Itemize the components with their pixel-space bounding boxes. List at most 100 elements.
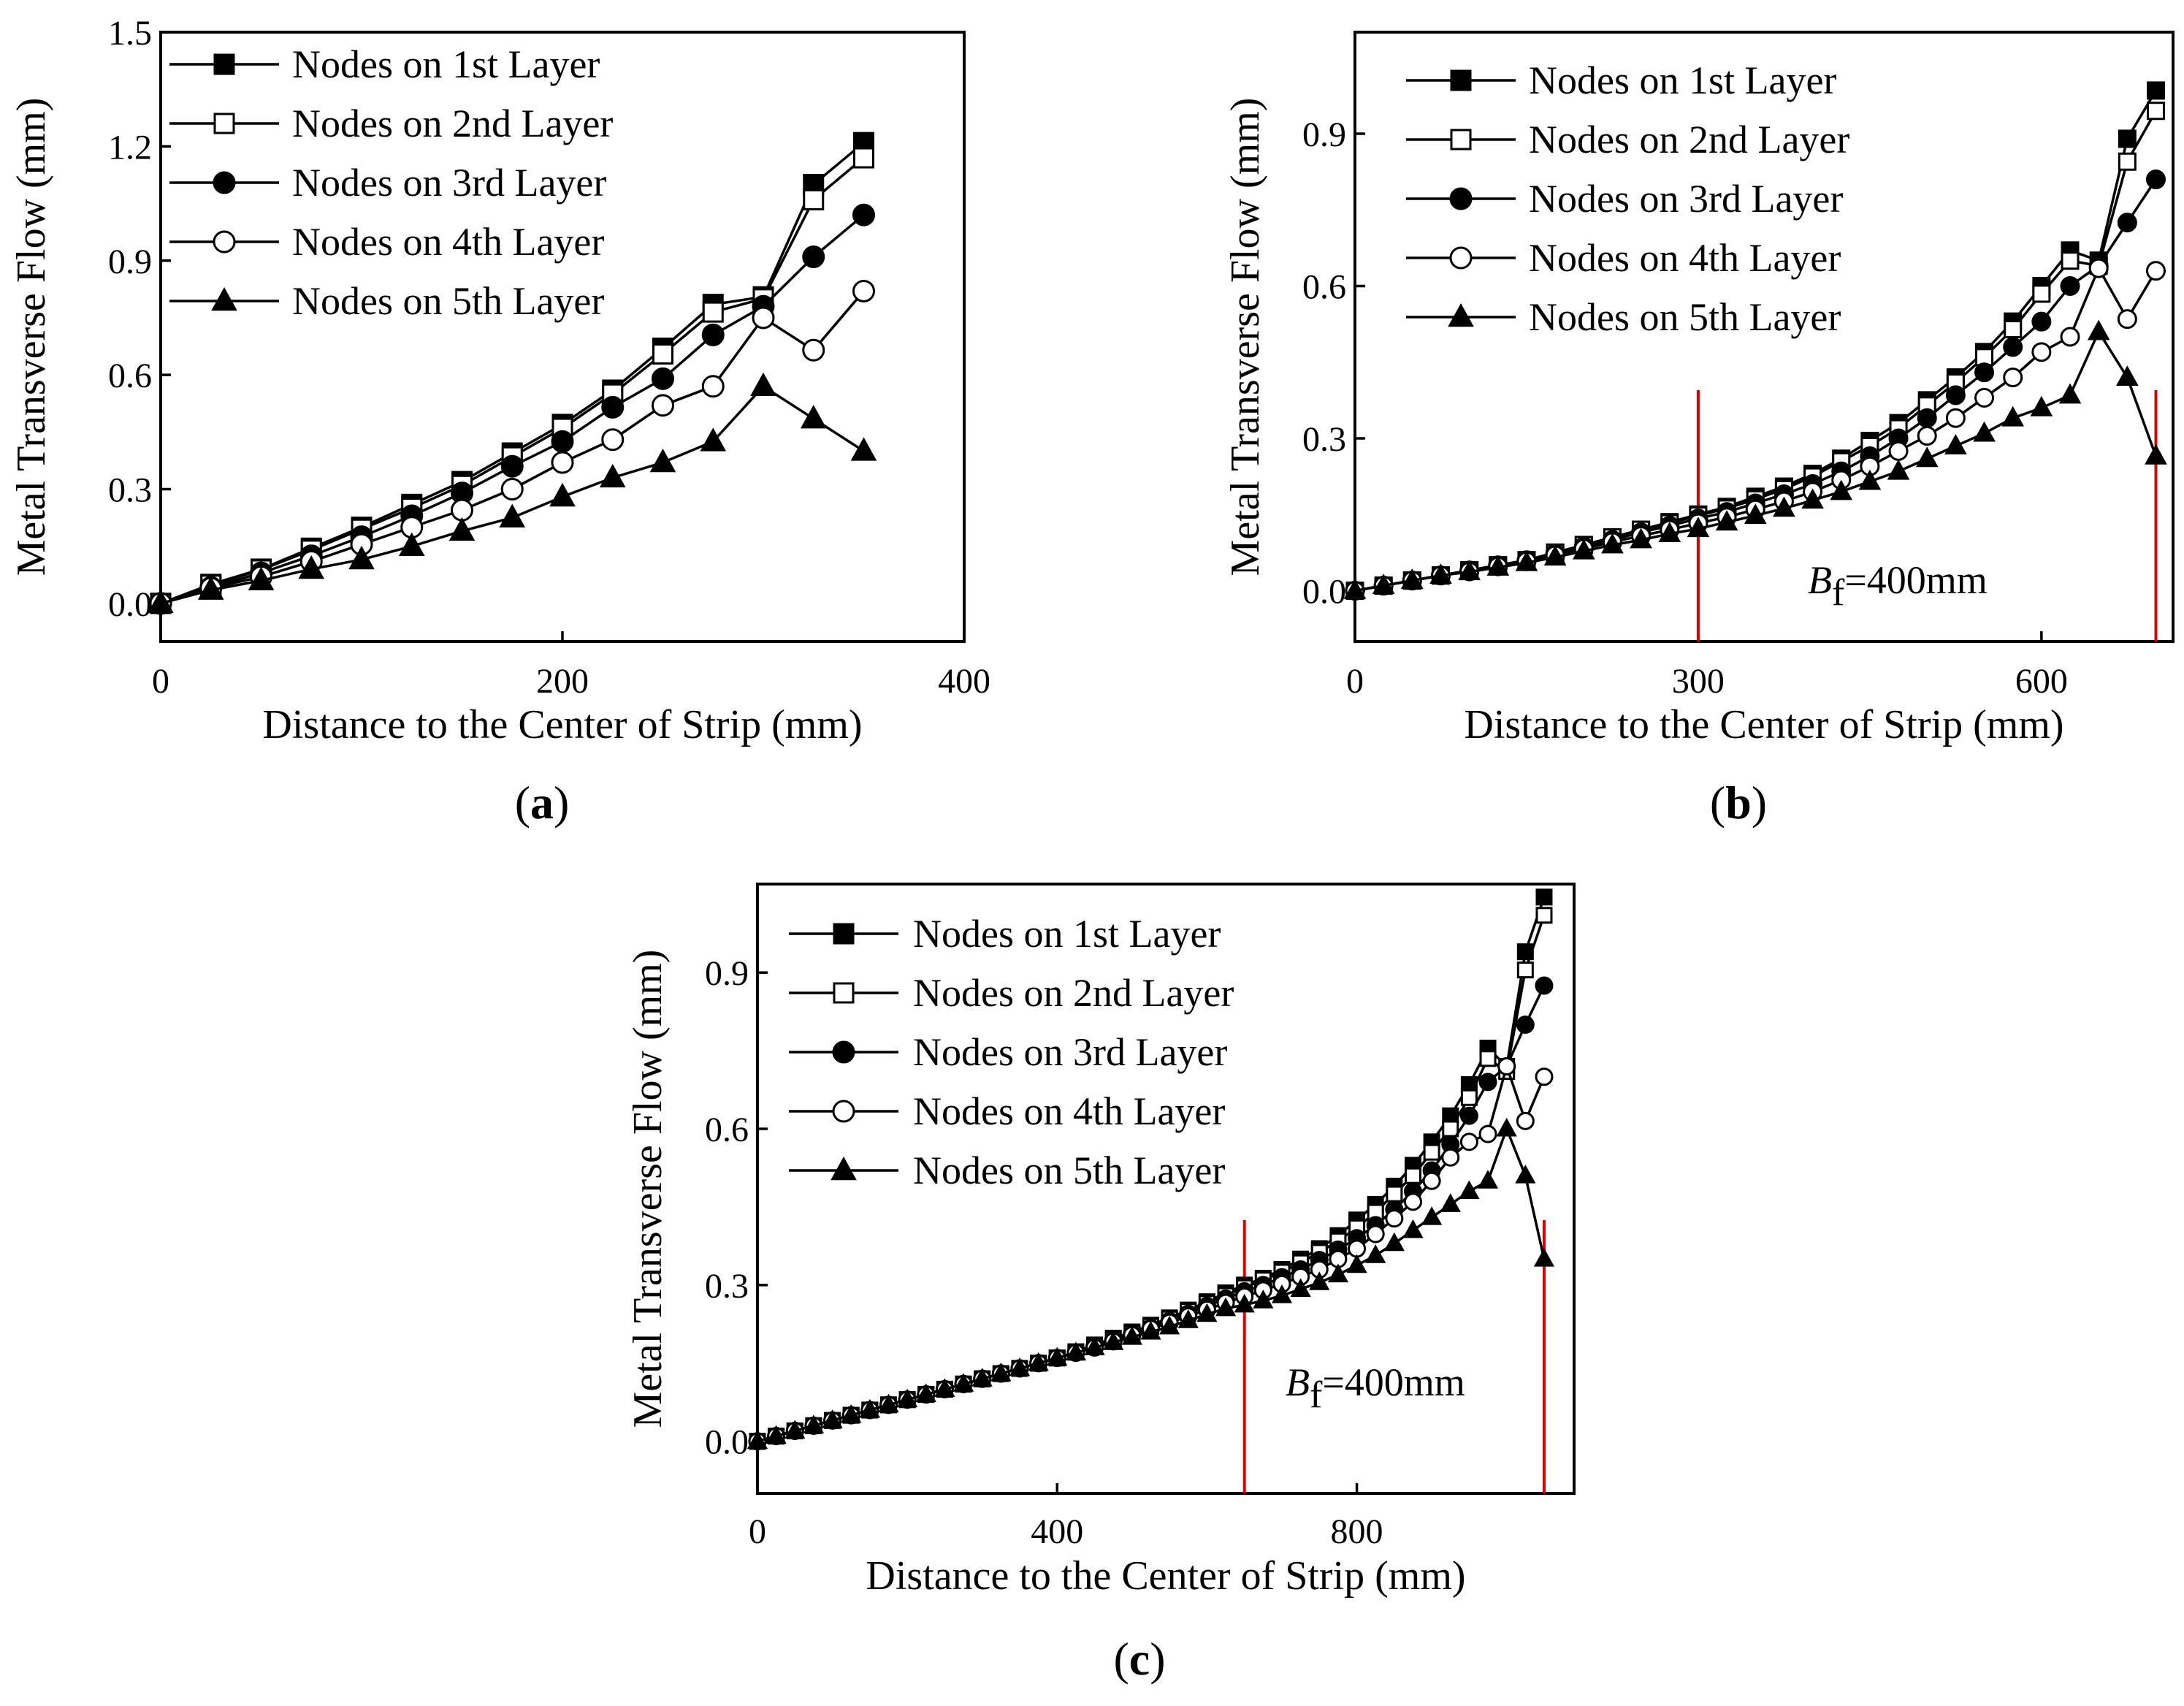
panel-a-y-tick-label: 0.0 [108,585,152,624]
panel-b-legend-item: Nodes on 5th Layer [1406,295,1841,339]
panel-b-data-point [2147,102,2166,121]
panel-c-data-point [1404,1167,1421,1184]
panel-a-data-point [803,189,825,210]
panel-a-series-line [160,141,865,605]
panel-b-legend-label: Nodes on 3rd Layer [1529,177,1843,221]
panel-b-axes-frame [1353,31,2175,643]
panel-b-data-point [1458,560,1481,581]
panel-a-data-point [852,203,875,226]
panel-b-data-point [2117,213,2137,233]
panel-c-legend-marker [833,923,855,945]
panel-b-data-point [1601,533,1624,554]
panel-a-y-tick-label: 0.9 [108,243,152,281]
panel-b-data-point [2031,342,2052,362]
panel-c-data-point [1196,1303,1218,1322]
panel-b-legend-item: Nodes on 3rd Layer [1406,177,1843,221]
panel-b-legend: Nodes on 1st Layer Nodes on 2nd Layer Node… [1406,58,1849,339]
panel-a-label: (a) [515,777,570,829]
panel-a-data-point [701,323,725,346]
panel-b-legend-marker [1448,303,1474,327]
panel-b-y-tick-label: 0.9 [1302,115,1346,154]
panel-b-data-point [1974,387,1995,408]
panel-a-data-point [700,427,727,452]
panel-b-data-point [1917,408,1937,428]
panel-c-data-point [1516,961,1534,979]
panel-c-data-point [990,1362,1012,1382]
panel-b-data-point [2116,365,2139,386]
panel-c-data-point [1459,1132,1478,1151]
panel-a-series-1 [150,132,874,614]
panel-a-x-tick-label: 0 [152,662,169,701]
panel-b-data-point [1974,362,1995,383]
panel-a-data-point [551,430,574,453]
panel-b-data-point [1973,421,1996,442]
panel-a-data-point [852,279,875,302]
panel-b-data-point [1915,446,1939,468]
panel-a-legend-item: Nodes on 1st Layer [169,42,600,86]
panel-b-data-point [1744,503,1767,525]
panel-c-data-point [1535,976,1554,995]
panel-b-data-point [2145,443,2167,465]
panel-c-data-point [1516,1015,1535,1034]
panel-c-legend-item: Nodes on 1st Layer [789,912,1221,956]
panel-b-legend-item: Nodes on 2nd Layer [1406,118,1849,161]
panel-a-y-tick-label: 1.5 [108,14,152,53]
panel-b-legend-marker [1449,187,1473,210]
panel-c-data-point [971,1368,993,1387]
panel-c-y-tick-label: 0.6 [705,1111,749,1149]
panel-b: 0 300 600 0.0 0.3 0.6 0.9 Distance to the Cente… [1223,31,2175,829]
panel-a-legend-item: Nodes on 3rd Layer [169,161,606,205]
panel-c-data-point [1327,1263,1349,1283]
panel-c-data-point [803,1414,825,1433]
panel-b-legend-label: Nodes on 2nd Layer [1529,118,1849,161]
panel-c-data-point [784,1420,806,1439]
panel-a-y-tick-label: 0.3 [108,471,152,510]
panel-b-data-point [1944,434,1967,454]
panel-b-data-point [2060,327,2080,347]
panel-a-x-tick-label: 200 [536,662,589,701]
panel-b-data-point [1715,510,1738,531]
panel-c-data-point [1177,1309,1199,1328]
panel-a-data-point [549,482,576,507]
panel-a: 0 200 400 0.0 0.3 0.6 0.9 1.2 1.5 Distance to the… [9,14,990,829]
panel-b-data-point [2031,311,2052,332]
panel-c-data-point [1383,1232,1405,1252]
panel-c-data-point [1535,1067,1554,1086]
panel-c-data-point [1009,1357,1031,1376]
panel-c-data-point [1422,1171,1441,1190]
panel-a-data-point [248,566,275,590]
panel-a-legend-label: Nodes on 5th Layer [292,279,604,323]
panel-b-data-point [2118,129,2137,148]
panel-b-series-5 [1343,319,2167,599]
panel-b-data-point [2118,152,2137,171]
panel-c-legend-marker [831,1157,857,1181]
panel-c-data-point [1497,1056,1516,1075]
panel-b-annotation: Bf=400mm [1808,558,1988,614]
panel-a-series-line [160,213,865,605]
panel-c-data-point [952,1373,974,1392]
panel-b-data-point [1372,574,1395,594]
panel-a-data-point [649,449,676,473]
panel-b-data-point [1687,517,1710,538]
panel-a-legend-marker [213,171,236,194]
panel-c-legend: Nodes on 1st Layer Nodes on 2nd Layer Node… [789,912,1234,1192]
panel-a-data-point [850,437,877,461]
panel-c-data-point [1516,1111,1535,1130]
panel-b-data-point [2117,309,2137,330]
panel-a-legend-label: Nodes on 2nd Layer [292,102,613,145]
panel-c-data-point [1159,1315,1180,1335]
panel-c-x-axis-title: Distance to the Center of Strip (mm) [866,1553,1465,1599]
panel-b-data-point [2030,395,2053,416]
panel-c-data-point [841,1404,862,1423]
panel-c-data-point [859,1398,880,1418]
panel-b-data-point [2003,337,2023,357]
panel-b-y-tick-label: 0.3 [1302,420,1346,459]
panel-c-data-point [1421,1206,1443,1225]
panel-b-legend-label: Nodes on 4th Layer [1529,236,1841,280]
panel-c-x-tick-label: 400 [1031,1512,1083,1551]
panel-b-data-point [1515,550,1538,571]
panel-b-legend-marker [1450,129,1472,151]
panel-b-data-point [2003,368,2023,388]
panel-b-data-point [2001,405,2025,427]
panel-c-data-point [1440,1193,1461,1212]
